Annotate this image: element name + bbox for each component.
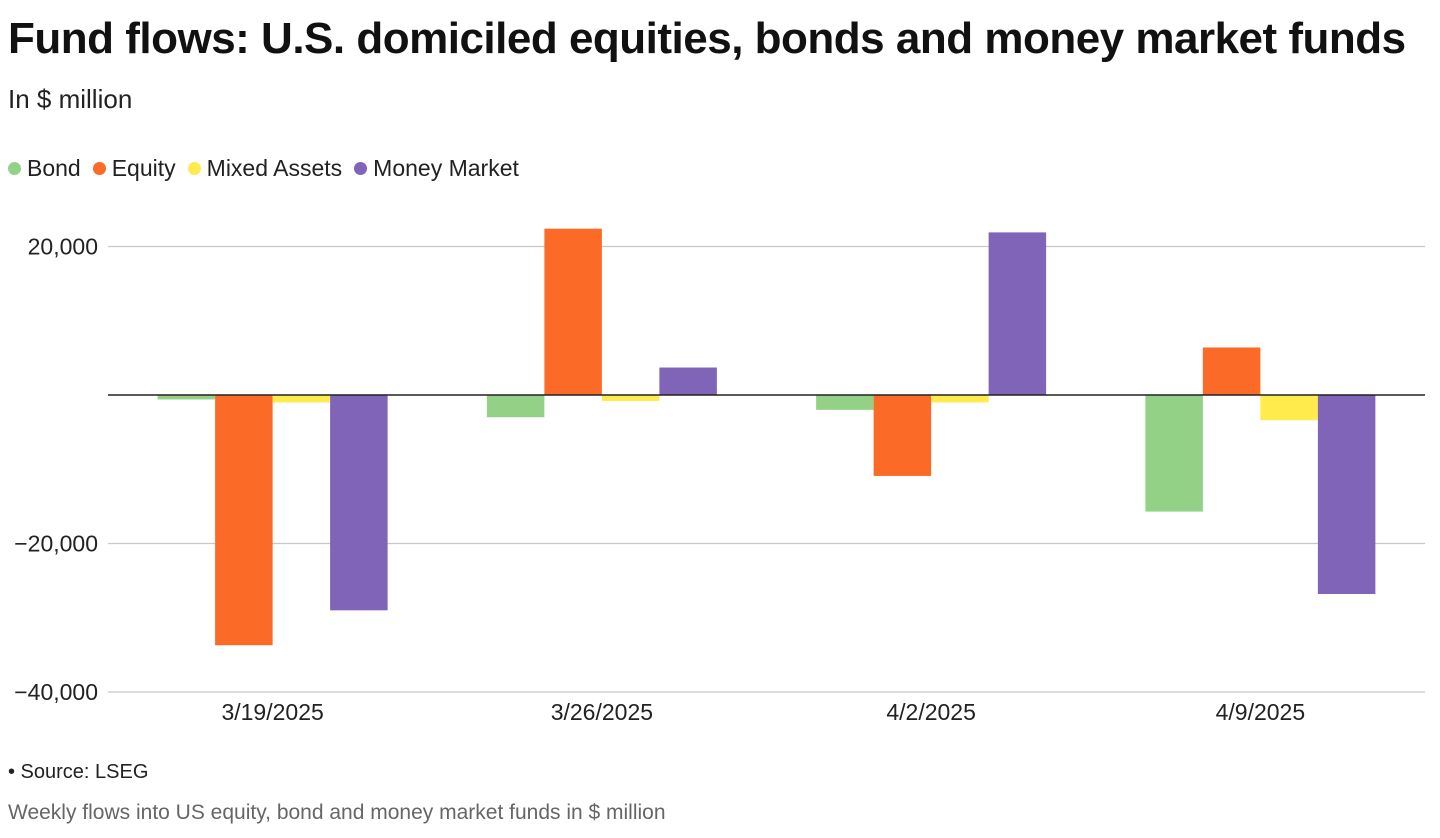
- bar-chart: 20,000 −20,000 −40,000 3/19/2025 3/26/2025 4/…: [14, 228, 1425, 725]
- legend-item-equity: Equity: [92, 155, 176, 182]
- legend-label-equity: Equity: [111, 155, 176, 181]
- legend-swatch-mixed-assets: [187, 162, 201, 175]
- legend-swatch-bond: [8, 162, 21, 175]
- bar-mixed-assets: [1260, 395, 1318, 421]
- chart-legend: Bond Equity Mixed Assets Money Market: [8, 155, 531, 182]
- y-tick-label: 20,000: [28, 234, 98, 260]
- bar-mixed-assets: [931, 395, 989, 403]
- bar-bond: [1145, 395, 1203, 512]
- x-tick-label: 3/19/2025: [221, 699, 323, 725]
- chart-caption: Weekly flows into US equity, bond and mo…: [8, 801, 666, 824]
- bar-equity: [215, 395, 273, 646]
- y-tick-label: −20,000: [14, 531, 98, 557]
- source-note: • Source: LSEG: [8, 761, 149, 783]
- bar-equity: [1202, 347, 1261, 395]
- bar-money-market: [988, 232, 1047, 395]
- x-tick-label: 3/26/2025: [551, 699, 653, 725]
- legend-swatch-equity: [92, 162, 106, 175]
- bar-money-market: [1317, 395, 1376, 594]
- legend-item-mixed-assets: Mixed Assets: [187, 155, 343, 182]
- y-tick-label: −40,000: [14, 679, 98, 705]
- bar-money-market: [330, 395, 388, 611]
- legend-item-bond: Bond: [8, 155, 81, 182]
- legend-label-mixed-assets: Mixed Assets: [206, 155, 343, 181]
- bar-bond: [486, 395, 545, 418]
- bar-bond: [157, 395, 216, 400]
- bar-bond: [816, 395, 874, 410]
- legend-label-money-market: Money Market: [373, 155, 519, 181]
- legend-label-bond: Bond: [27, 155, 81, 181]
- legend-swatch-money-market: [354, 162, 368, 175]
- bar-equity: [873, 395, 932, 476]
- x-tick-label: 4/2/2025: [886, 699, 976, 725]
- bar-money-market: [659, 367, 717, 395]
- bar-equity: [544, 228, 602, 395]
- bar-mixed-assets: [272, 395, 331, 403]
- bar-mixed-assets: [601, 395, 660, 401]
- legend-item-money-market: Money Market: [354, 155, 519, 182]
- x-tick-label: 4/9/2025: [1216, 699, 1306, 725]
- chart-title: Fund flows: U.S. domiciled equities, bon…: [8, 14, 1406, 63]
- chart-subtitle: In $ million: [8, 84, 133, 114]
